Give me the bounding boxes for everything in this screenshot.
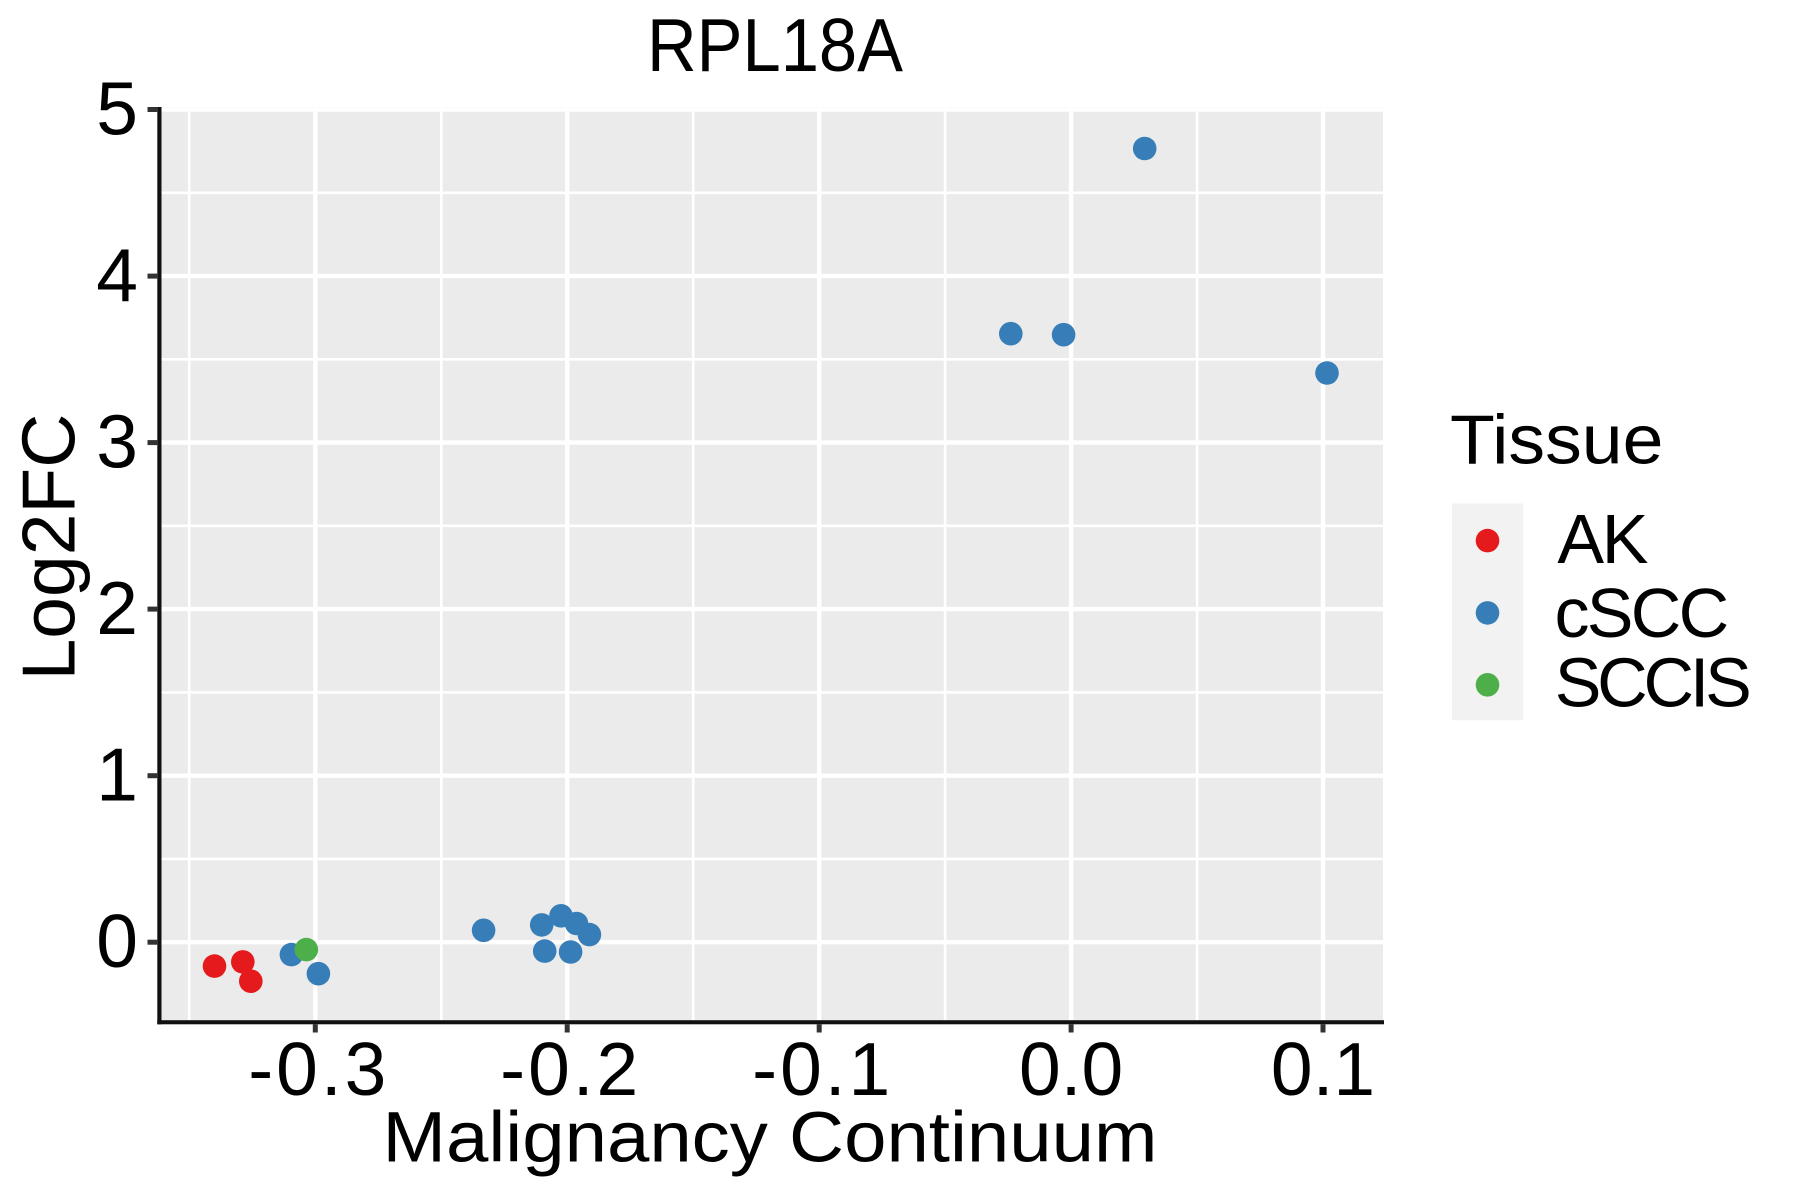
svg-text:1: 1	[96, 733, 138, 817]
svg-text:-0.1: -0.1	[752, 1027, 890, 1111]
svg-text:AK: AK	[1557, 500, 1648, 578]
svg-text:Tissue: Tissue	[1450, 401, 1663, 479]
svg-text:4: 4	[96, 233, 138, 317]
svg-text:Log2FC: Log2FC	[7, 414, 91, 681]
svg-text:0.1: 0.1	[1271, 1027, 1375, 1111]
svg-text:-0.3: -0.3	[248, 1027, 386, 1111]
svg-text:cSCC: cSCC	[1555, 574, 1730, 652]
svg-text:-0.2: -0.2	[500, 1027, 638, 1111]
svg-text:0: 0	[96, 899, 138, 983]
svg-text:0.0: 0.0	[1019, 1027, 1123, 1111]
svg-text:SCCIS: SCCIS	[1555, 644, 1752, 722]
svg-text:3: 3	[96, 400, 138, 484]
svg-text:RPL18A: RPL18A	[647, 3, 903, 87]
svg-text:5: 5	[96, 67, 138, 151]
svg-text:Malignancy Continuum: Malignancy Continuum	[383, 1098, 1158, 1178]
svg-text:2: 2	[96, 566, 138, 650]
